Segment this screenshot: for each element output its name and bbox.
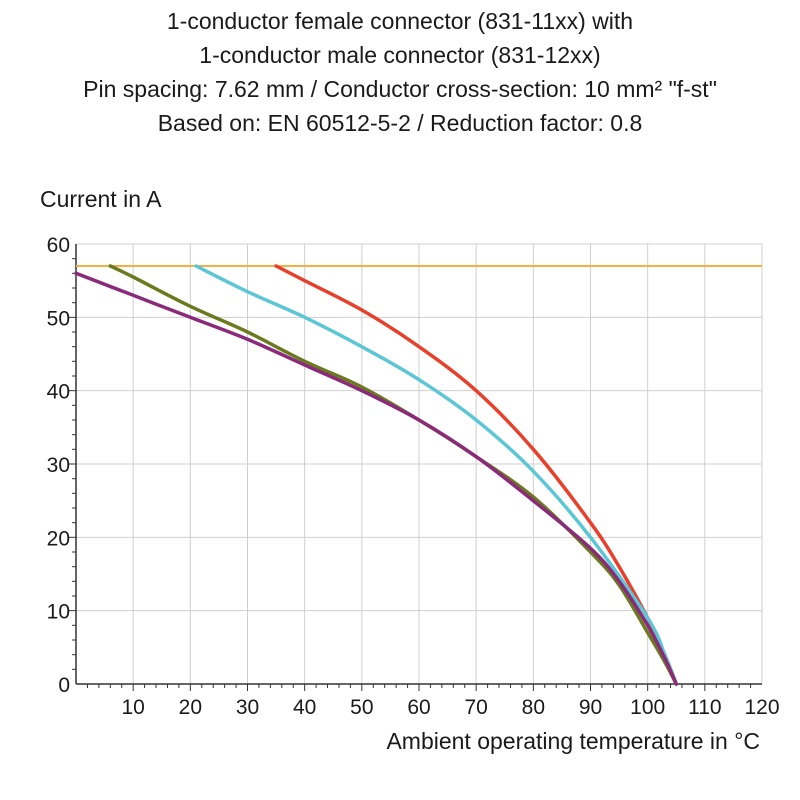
axes (69, 244, 762, 691)
tick-labels: 10 20 30 40 50 60 70 80 90 100 110 120 0 10 20 30 40 50 60 (47, 234, 780, 719)
x-tick-label: 40 (293, 696, 316, 719)
x-tick-label: 120 (744, 696, 779, 719)
x-tick-label: 90 (579, 696, 602, 719)
x-axis-label: Ambient operating temperature in °C (386, 728, 760, 754)
x-tick-label: 100 (630, 696, 665, 719)
x-tick-label: 20 (179, 696, 202, 719)
title-line-3: Pin spacing: 7.62 mm / Conductor cross-s… (83, 76, 717, 102)
chart-title: 1-conductor female connector (831-11xx) … (0, 4, 800, 140)
y-tick-label: 50 (47, 307, 70, 330)
x-tick-label: 30 (236, 696, 259, 719)
y-tick-label: 60 (47, 234, 70, 257)
y-tick-label: 0 (58, 674, 70, 697)
series (74, 264, 762, 686)
y-tick-label: 30 (47, 454, 70, 477)
title-line-1: 1-conductor female connector (831-11xx) … (166, 8, 634, 34)
grid (76, 243, 763, 684)
title-line-4: Based on: EN 60512-5-2 / Reduction facto… (157, 110, 643, 136)
y-tick-label: 20 (47, 527, 70, 550)
x-tick-label: 10 (121, 696, 144, 719)
x-tick-label: 80 (522, 696, 545, 719)
y-tick-label: 40 (47, 381, 70, 404)
title-line-2: 1-conductor male connector (831-12xx) (199, 42, 601, 68)
y-axis-label: Current in A (40, 186, 162, 212)
y-tick-label: 10 (47, 601, 70, 624)
series-line-4 (74, 271, 679, 686)
x-tick-label: 110 (688, 696, 721, 719)
x-tick-label: 60 (407, 696, 430, 719)
x-tick-label: 70 (464, 696, 487, 719)
series-line-2 (194, 264, 679, 686)
x-tick-label: 50 (350, 696, 373, 719)
